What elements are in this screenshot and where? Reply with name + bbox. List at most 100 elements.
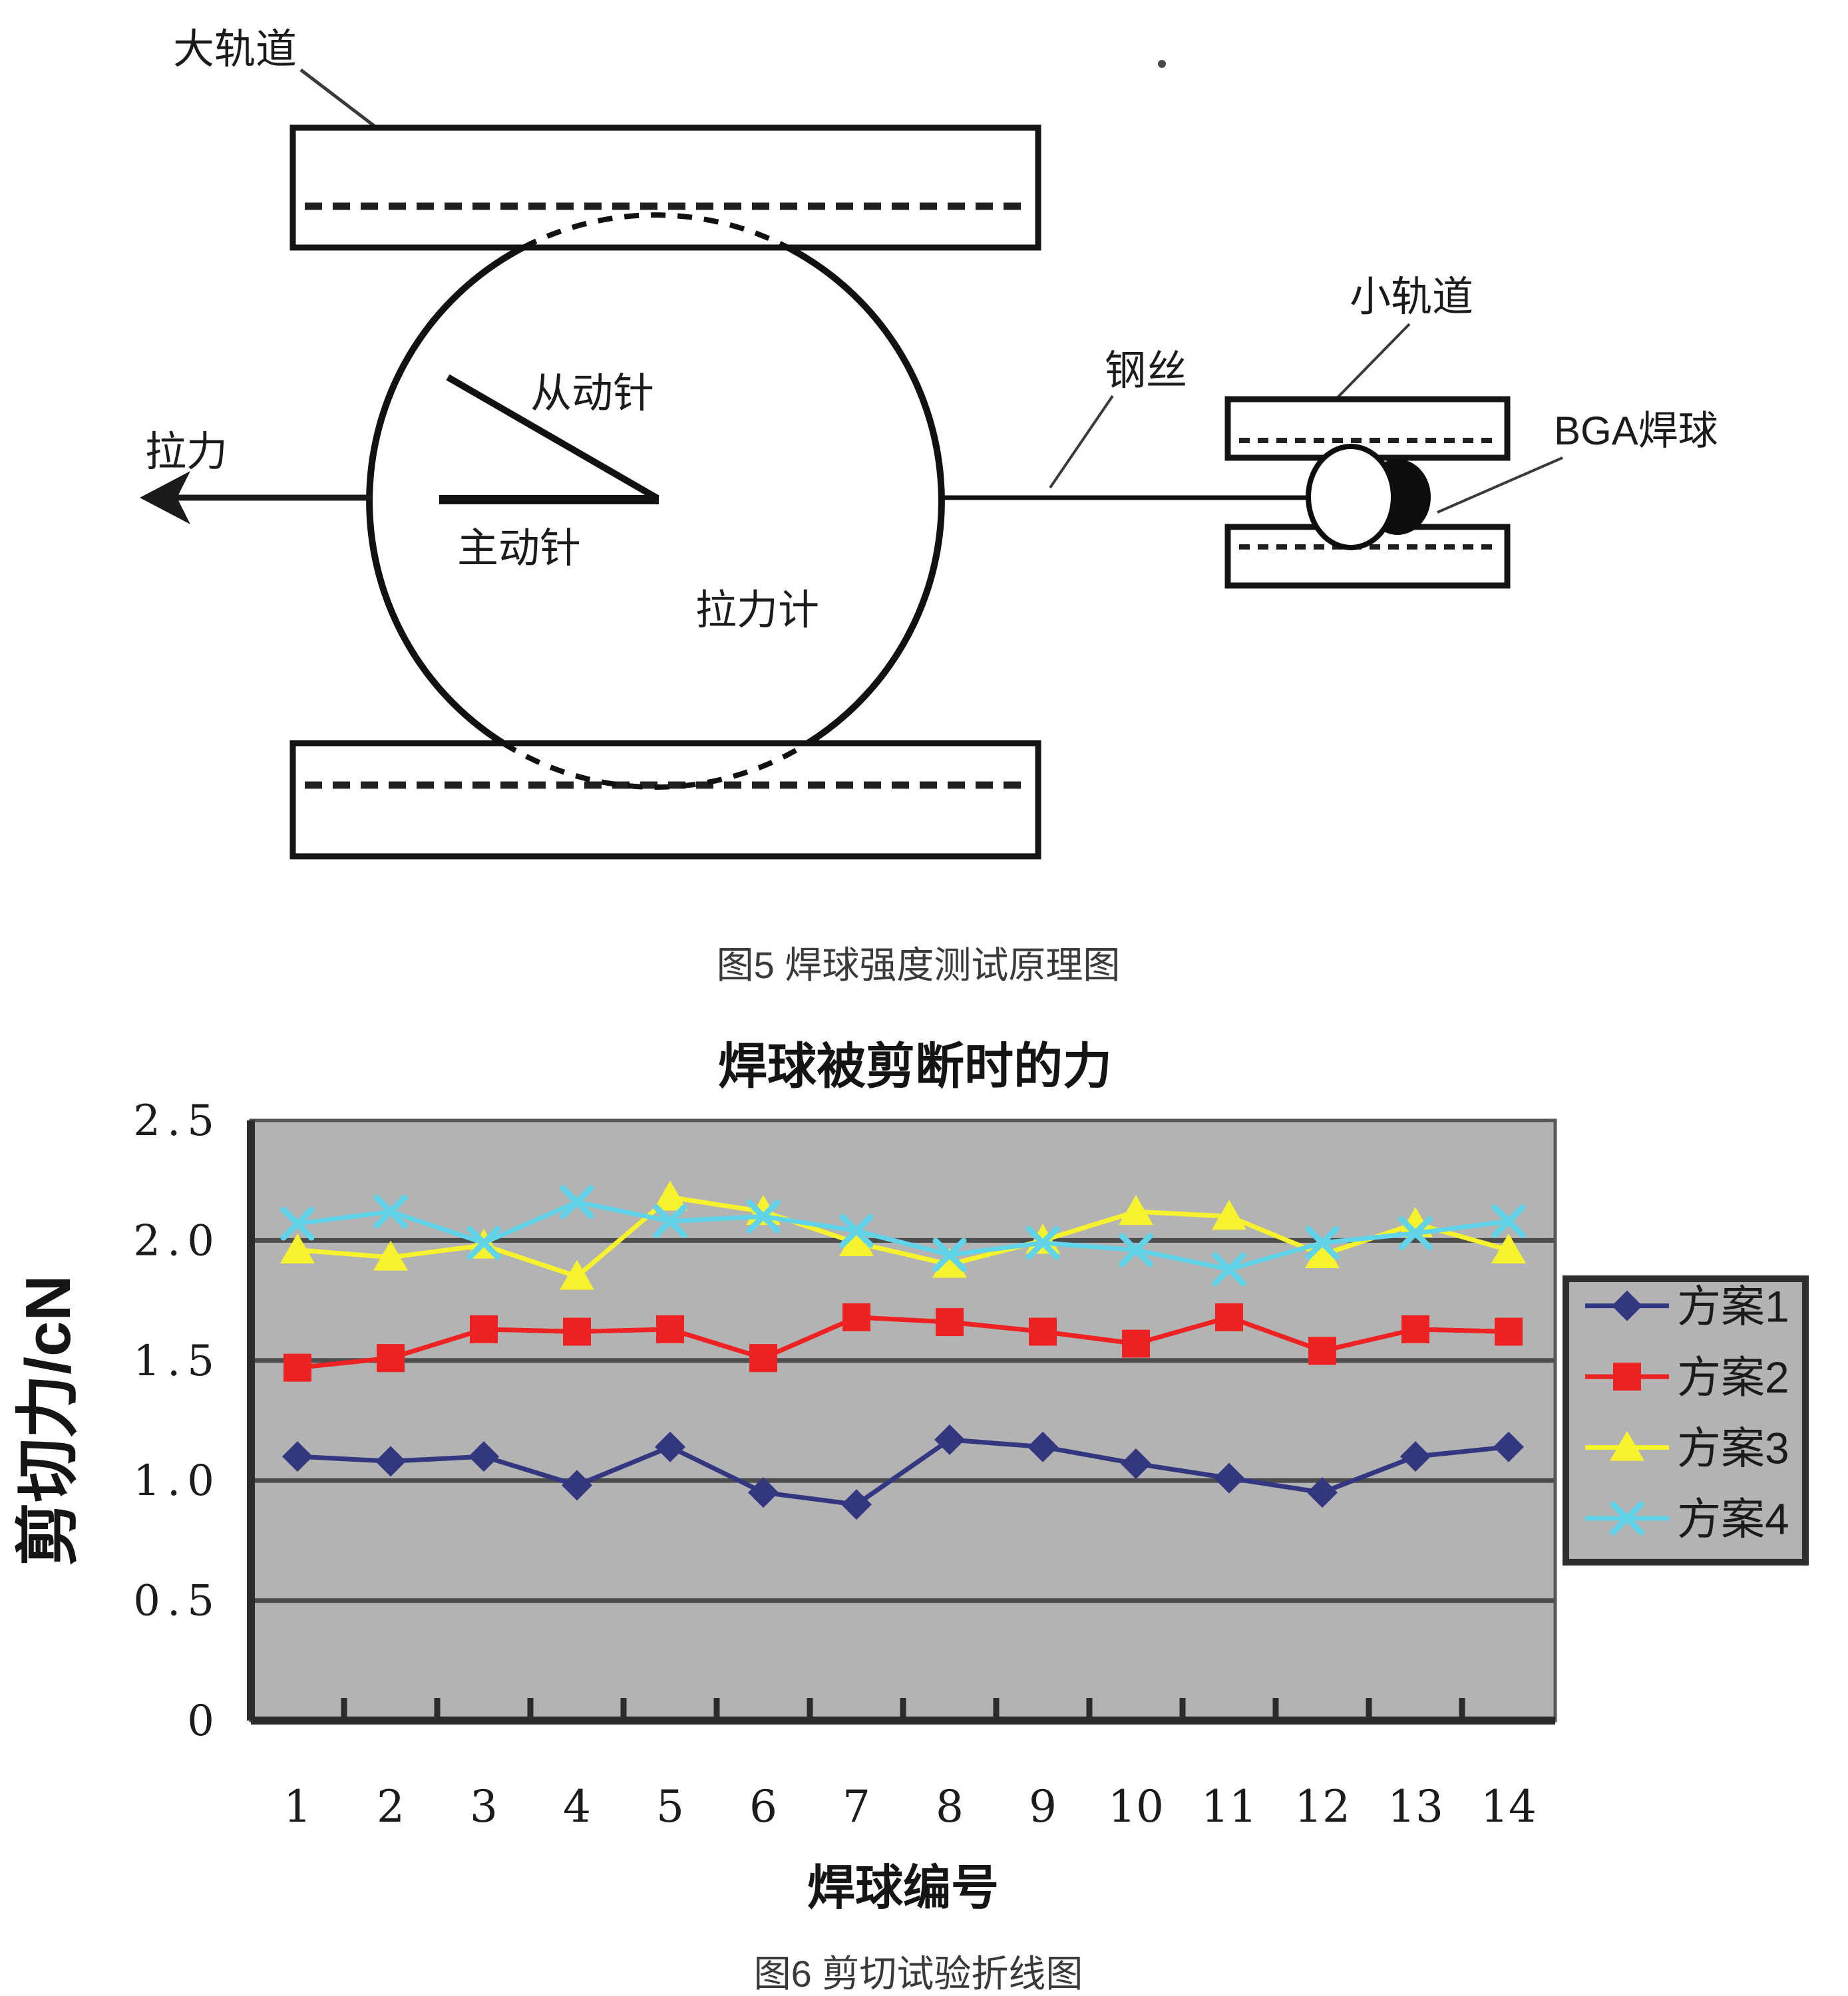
driven-needle bbox=[446, 374, 659, 502]
data-point-方案2-x11 bbox=[1215, 1303, 1243, 1331]
legend-label-方案4: 方案4 bbox=[1677, 1494, 1789, 1544]
data-point-方案4-x10 bbox=[1119, 1233, 1153, 1267]
data-point-方案2-x6 bbox=[749, 1344, 777, 1373]
force-gauge-circle-top-hidden-arc bbox=[522, 212, 789, 250]
data-point-方案4-x1 bbox=[280, 1206, 315, 1241]
wire-loop bbox=[1306, 444, 1396, 550]
chart-title: 焊球被剪断时的力 bbox=[718, 1039, 1112, 1094]
x-tick-label-7: 7 bbox=[842, 1781, 870, 1832]
figure5-caption: 图5 焊球强度测试原理图 bbox=[717, 944, 1121, 986]
legend-marker-方案3 bbox=[1610, 1430, 1644, 1461]
data-point-方案2-x9 bbox=[1029, 1317, 1057, 1346]
data-point-方案4-x6 bbox=[746, 1199, 781, 1234]
figure6-chart: 1 2 3 4 5 6 7 8 9 10 11 12 13 1400.51.01.52.02.5方案1方案… bbox=[133, 1096, 1809, 1832]
data-point-方案4-x2 bbox=[373, 1194, 408, 1229]
small-rail-label: 小轨道 bbox=[1350, 274, 1473, 320]
x-tick-label-4: 4 bbox=[563, 1781, 591, 1832]
big-rail-bottom bbox=[289, 740, 1041, 860]
data-point-方案1-x11 bbox=[1214, 1462, 1244, 1494]
data-point-方案4-x9 bbox=[1025, 1226, 1060, 1260]
x-tick-label-3: 3 bbox=[470, 1781, 498, 1832]
force-gauge-circle-bottom-hidden-arc bbox=[501, 741, 810, 790]
data-point-方案3-x1 bbox=[280, 1233, 315, 1263]
force-gauge-circle-left-arc bbox=[366, 244, 525, 747]
bga-ball-label: BGA焊球 bbox=[1554, 409, 1718, 453]
series-line-方案1 bbox=[297, 1437, 1509, 1507]
data-point-方案2-x14 bbox=[1495, 1317, 1523, 1346]
data-point-方案2-x3 bbox=[470, 1315, 498, 1343]
x-tick-label-5: 5 bbox=[656, 1781, 684, 1832]
data-point-方案2-x13 bbox=[1401, 1315, 1429, 1343]
legend-marker-方案1 bbox=[1612, 1290, 1642, 1321]
x-axis-title: 焊球编号 bbox=[807, 1862, 999, 1915]
series-line-方案2 bbox=[297, 1315, 1509, 1371]
data-point-方案3-x13 bbox=[1398, 1207, 1433, 1238]
data-point-方案4-x13 bbox=[1398, 1216, 1433, 1251]
data-point-方案3-x5 bbox=[653, 1180, 687, 1211]
big-rail-top bbox=[289, 124, 1041, 251]
data-point-方案3-x2 bbox=[373, 1240, 408, 1271]
data-point-方案1-x2 bbox=[375, 1446, 406, 1477]
x-tick-label-10: 10 bbox=[1108, 1781, 1164, 1832]
y-tick-label-0.5: 0.5 bbox=[133, 1577, 221, 1626]
data-point-方案1-x8 bbox=[934, 1424, 965, 1455]
figure5-diagram: 大轨道 拉力 从动针 主动针 拉力计 钢丝 bbox=[140, 27, 1718, 860]
y-axis-title: 剪切力/cN bbox=[13, 1275, 84, 1566]
data-point-方案2-x2 bbox=[377, 1344, 405, 1373]
data-point-方案2-x12 bbox=[1308, 1337, 1336, 1365]
pull-force-arrowhead bbox=[140, 471, 190, 524]
active-needle-label: 主动针 bbox=[457, 526, 581, 572]
data-point-方案2-x8 bbox=[936, 1308, 964, 1337]
force-gauge-circle-right-arc bbox=[786, 244, 945, 747]
data-point-方案3-x12 bbox=[1305, 1238, 1340, 1269]
data-point-方案1-x9 bbox=[1027, 1431, 1058, 1462]
data-point-方案4-x14 bbox=[1491, 1204, 1526, 1239]
data-point-方案1-x12 bbox=[1307, 1477, 1338, 1508]
data-point-方案1-x6 bbox=[748, 1477, 779, 1508]
y-tick-label-1.0: 1.0 bbox=[133, 1456, 221, 1506]
plot-area-background bbox=[251, 1120, 1555, 1721]
data-point-方案2-x7 bbox=[842, 1303, 870, 1331]
data-point-方案3-x7 bbox=[839, 1226, 874, 1257]
data-point-方案1-x13 bbox=[1400, 1441, 1431, 1472]
data-point-方案2-x1 bbox=[283, 1353, 311, 1382]
data-point-方案2-x4 bbox=[563, 1317, 591, 1346]
data-point-方案4-x4 bbox=[560, 1185, 594, 1220]
data-point-方案4-x3 bbox=[466, 1226, 501, 1260]
steel-wire-label: 钢丝 bbox=[1105, 348, 1187, 394]
stray-dot bbox=[1158, 60, 1166, 68]
big-rail-label: 大轨道 bbox=[173, 27, 297, 73]
data-point-方案3-x8 bbox=[932, 1248, 967, 1278]
data-point-方案1-x14 bbox=[1493, 1431, 1524, 1462]
data-point-方案3-x4 bbox=[560, 1259, 594, 1290]
x-tick-label-14: 14 bbox=[1481, 1781, 1537, 1832]
pull-force-label: 拉力 bbox=[145, 429, 228, 475]
x-tick-label-2: 2 bbox=[377, 1781, 405, 1832]
data-point-方案1-x1 bbox=[282, 1441, 313, 1472]
y-tick-label-2.0: 2.0 bbox=[133, 1216, 221, 1265]
data-point-方案4-x8 bbox=[932, 1238, 967, 1272]
data-point-方案4-x11 bbox=[1212, 1252, 1246, 1287]
x-tick-label-9: 9 bbox=[1029, 1781, 1057, 1832]
legend-box bbox=[1563, 1275, 1809, 1566]
y-tick-label-0: 0 bbox=[187, 1697, 221, 1746]
force-gauge-label: 拉力计 bbox=[695, 587, 819, 633]
data-point-方案1-x5 bbox=[655, 1431, 685, 1462]
x-tick-label-6: 6 bbox=[749, 1781, 777, 1832]
data-point-方案4-x5 bbox=[653, 1204, 687, 1239]
data-point-方案1-x7 bbox=[841, 1489, 872, 1520]
bga-ball-leader-line bbox=[1437, 456, 1563, 514]
data-point-方案1-x10 bbox=[1121, 1448, 1151, 1479]
data-point-方案4-x7 bbox=[839, 1214, 874, 1248]
data-point-方案3-x10 bbox=[1119, 1195, 1153, 1226]
figure6-caption: 图6 剪切试验折线图 bbox=[754, 1953, 1083, 1995]
data-point-方案3-x14 bbox=[1491, 1233, 1526, 1263]
steel-wire-leader-line bbox=[1049, 395, 1114, 489]
legend-label-方案2: 方案2 bbox=[1677, 1353, 1789, 1402]
x-tick-label-8: 8 bbox=[936, 1781, 964, 1832]
y-tick-label-2.5: 2.5 bbox=[133, 1096, 221, 1146]
data-point-方案4-x12 bbox=[1305, 1226, 1340, 1260]
data-point-方案1-x3 bbox=[468, 1441, 499, 1472]
x-tick-label-1: 1 bbox=[283, 1781, 311, 1832]
